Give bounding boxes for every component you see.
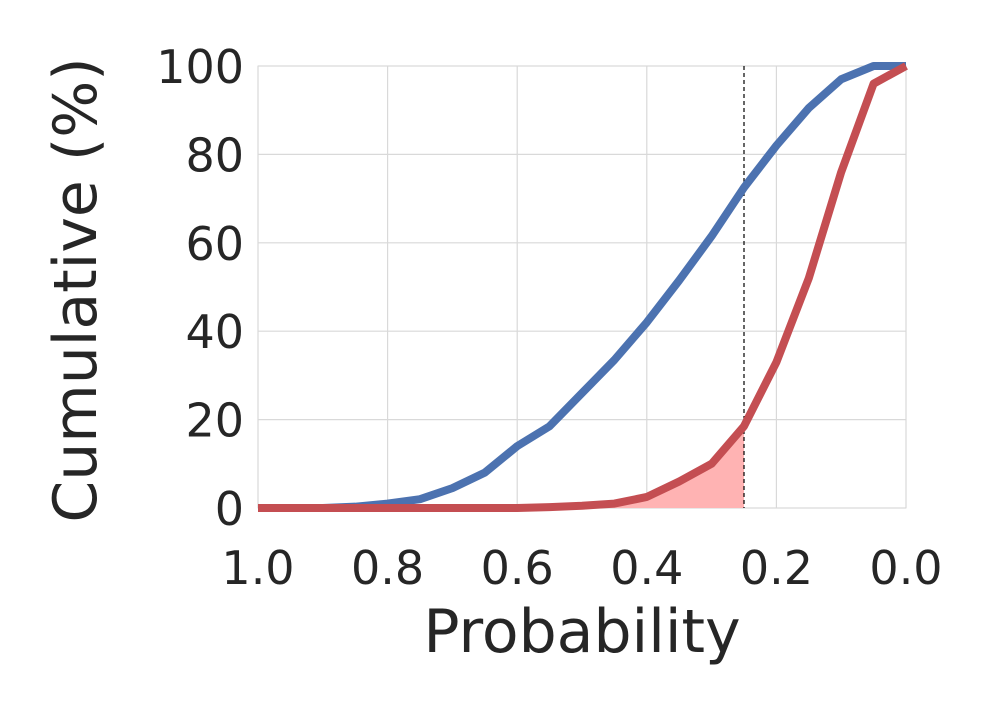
x-tick-label: 0.8 — [351, 541, 424, 595]
x-tick-label: 0.2 — [740, 541, 813, 595]
y-tick-label: 40 — [185, 305, 244, 359]
y-tick-label: 60 — [185, 217, 244, 271]
y-axis-label: Cumulative (%) — [41, 57, 111, 522]
x-axis-label: Probability — [423, 597, 740, 667]
y-tick-label: 100 — [156, 40, 244, 94]
plot-area — [257, 65, 907, 509]
y-tick-label: 0 — [215, 482, 244, 536]
x-tick-label: 1.0 — [221, 541, 294, 595]
x-tick-label: 0.0 — [869, 541, 942, 595]
x-tick-label: 0.4 — [610, 541, 683, 595]
shaded-area — [258, 426, 744, 508]
x-tick-label: 0.6 — [481, 541, 554, 595]
y-tick-label: 20 — [185, 394, 244, 448]
y-tick-label: 80 — [185, 128, 244, 182]
line-series — [258, 62, 908, 512]
